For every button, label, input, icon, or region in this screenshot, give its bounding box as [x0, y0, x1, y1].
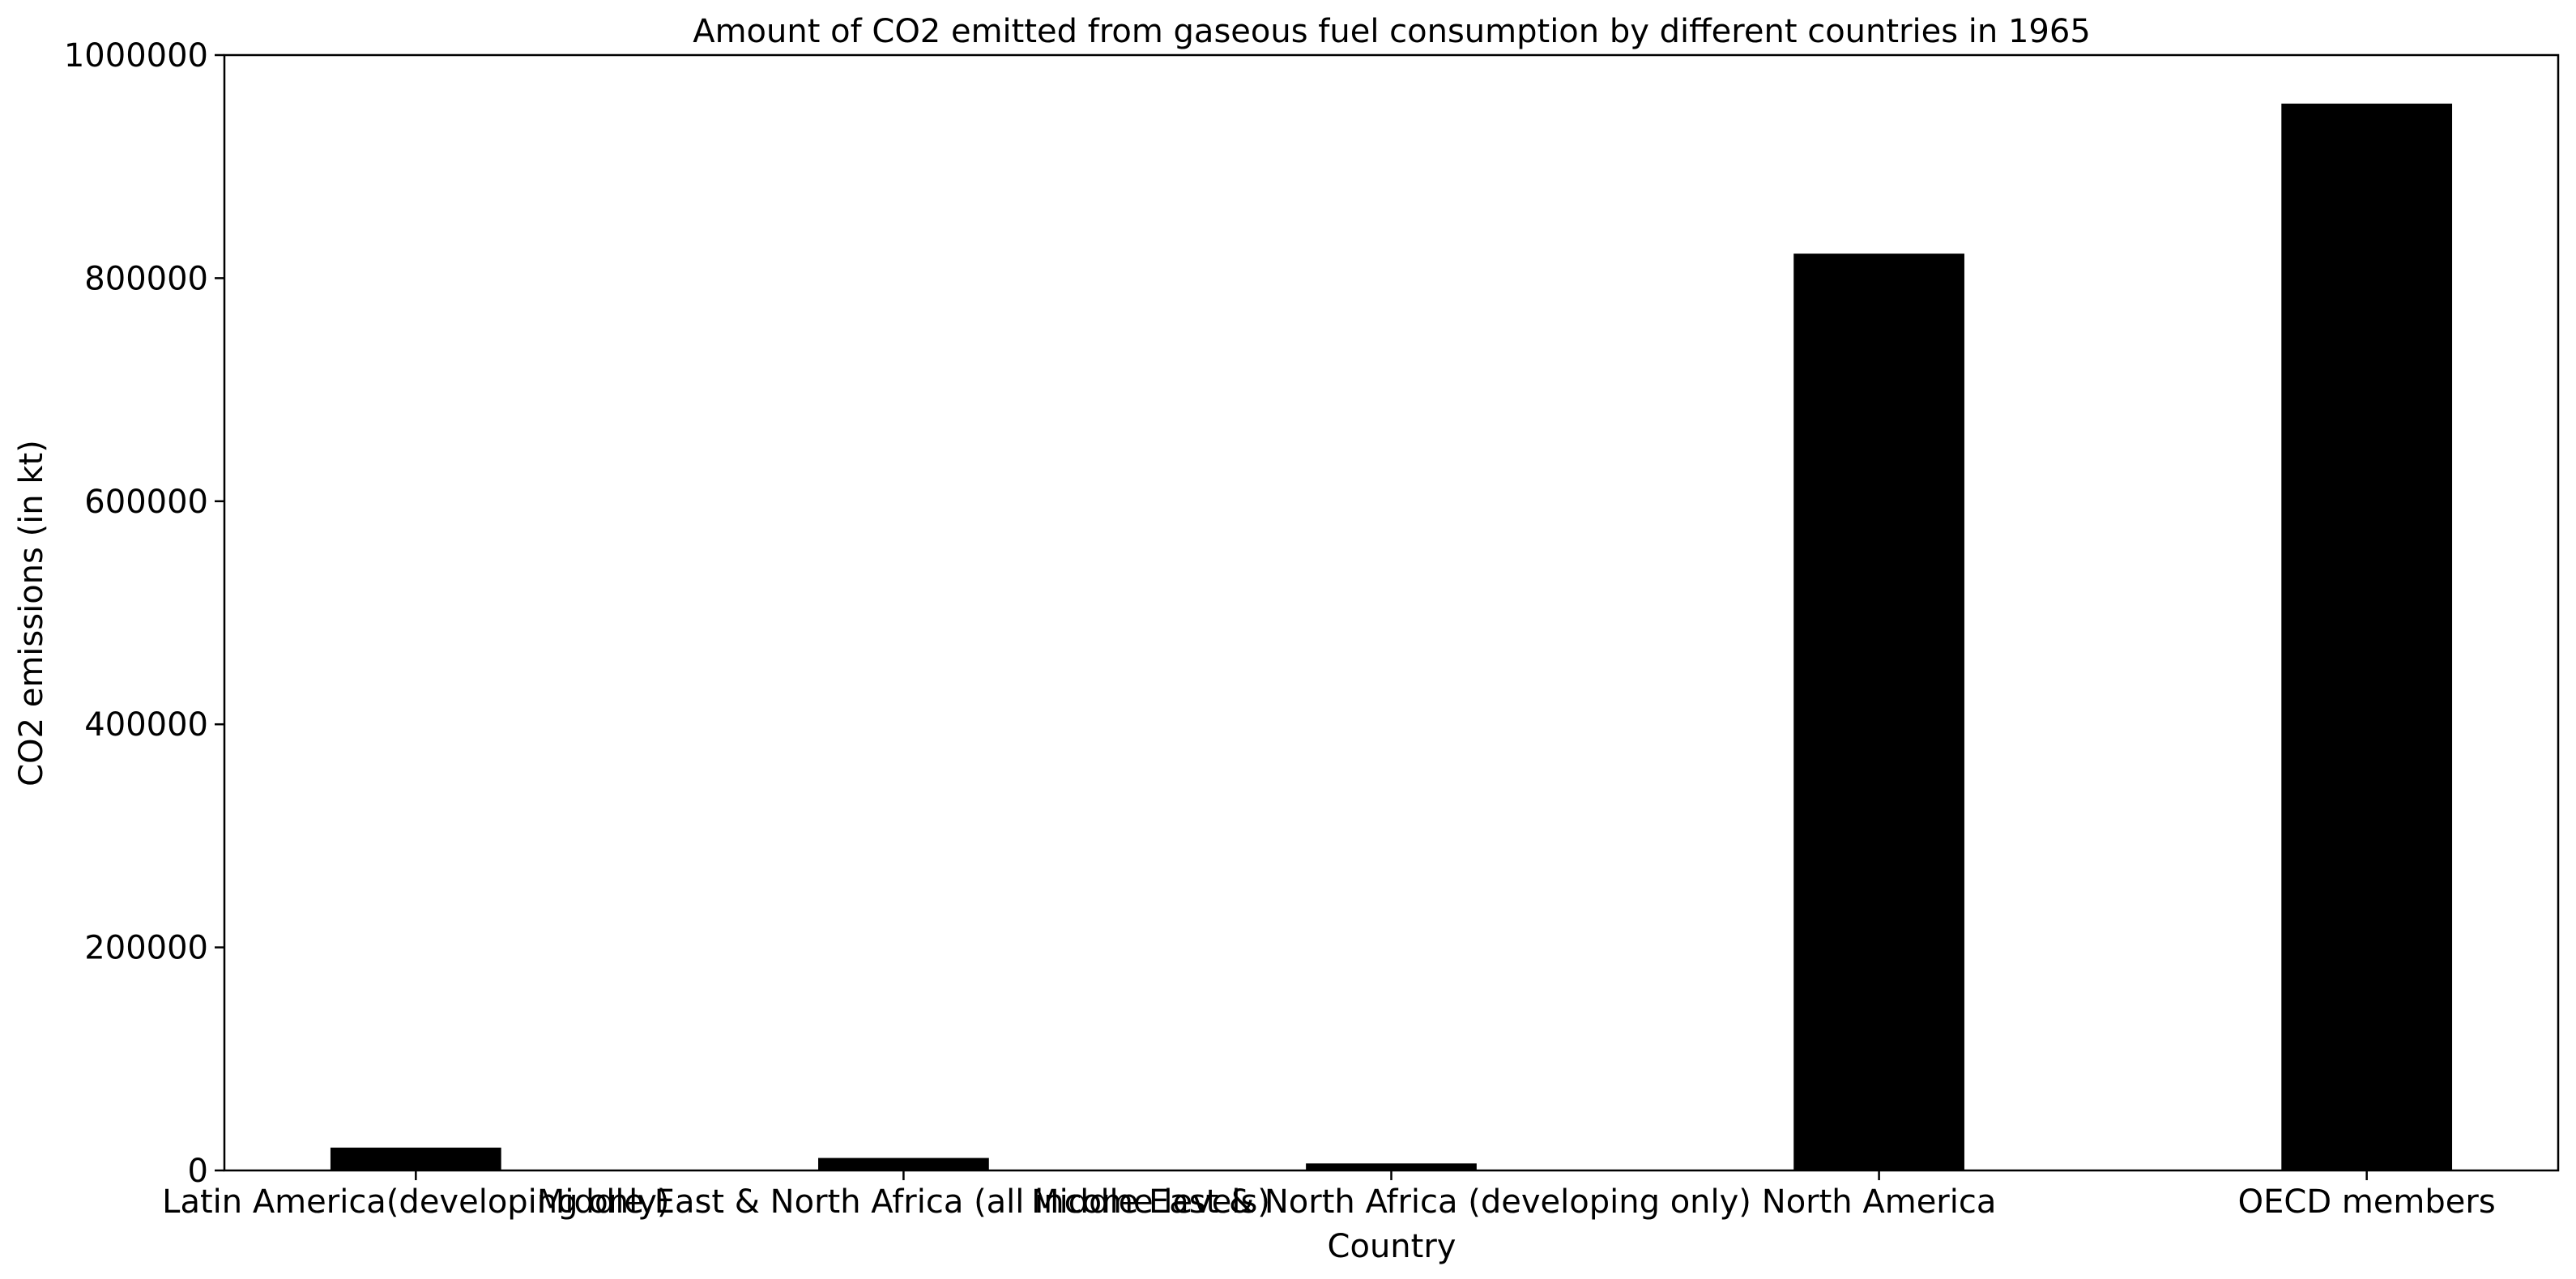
y-tick-label: 800000	[84, 260, 208, 297]
y-axis-label: CO2 emissions (in kt)	[13, 440, 50, 787]
y-tick-label: 1000000	[64, 37, 208, 75]
bar	[1793, 254, 1964, 1171]
y-tick-label: 200000	[84, 930, 208, 967]
x-tick-label: Middle East & North Africa (all income l…	[537, 1183, 1270, 1221]
y-tick-label: 600000	[84, 484, 208, 521]
x-tick-label: OECD members	[2238, 1183, 2496, 1221]
x-tick-label: North America	[1762, 1183, 1997, 1221]
bars-group	[330, 103, 2453, 1171]
bar	[818, 1157, 989, 1170]
x-tick-label: Latin America(developing only)	[162, 1183, 669, 1221]
bar	[2281, 103, 2453, 1170]
y-axis-ticks: 0 200000 400000 600000 800000 1000000	[64, 37, 224, 1190]
x-tick-label: Middle East & North Africa (developing o…	[1031, 1183, 1751, 1221]
y-tick-label: 0	[188, 1153, 208, 1190]
bar	[1306, 1163, 1477, 1170]
chart-title: Amount of CO2 emitted from gaseous fuel …	[693, 13, 2091, 50]
x-axis-ticks: Latin America(developing only)Middle Eas…	[162, 1170, 2496, 1221]
bar	[330, 1147, 501, 1170]
plot-area-frame	[223, 53, 2560, 1172]
y-tick-label: 400000	[84, 706, 208, 744]
x-axis-label: Country	[1328, 1228, 1456, 1265]
